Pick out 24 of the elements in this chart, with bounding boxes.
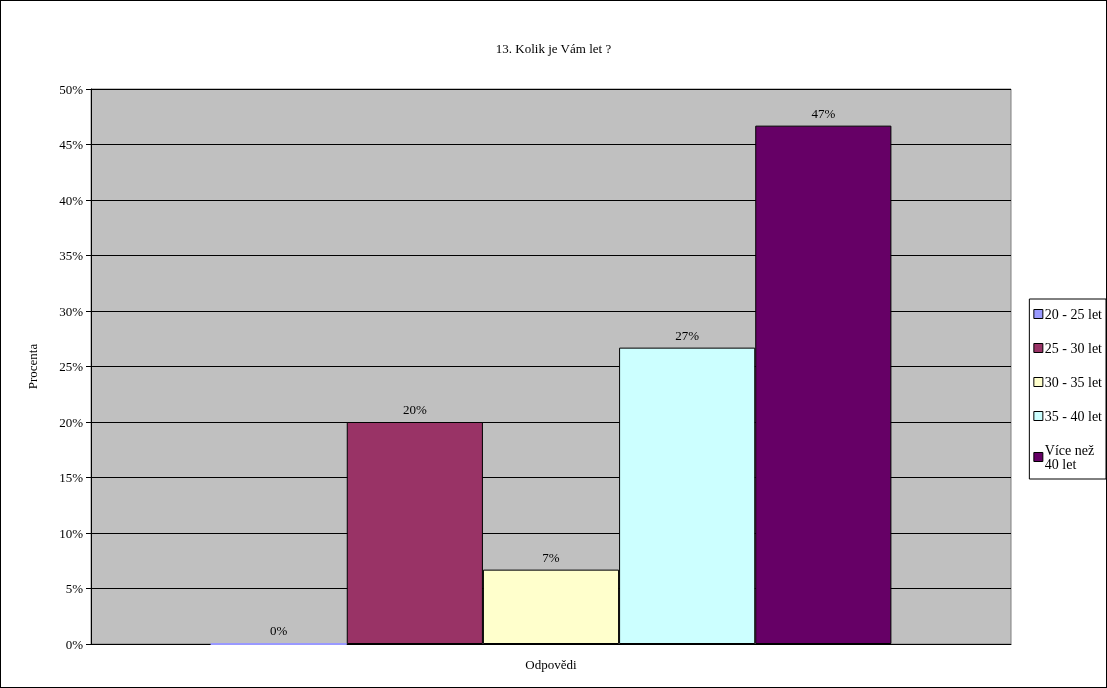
y-tick-label: 30% [59,303,84,319]
y-tick-label: 40% [59,192,84,208]
y-tick-label: 5% [65,581,84,596]
data-label: 0% [270,623,288,638]
y-tick-label: 15% [59,470,84,485]
x-axis-title: Odpovědi [525,657,578,672]
y-tick-label: 25% [59,359,84,374]
legend-label: 30 - 35 let [1044,374,1103,390]
y-tick-label: 10% [59,525,84,541]
y-tick-label: 45% [59,137,84,152]
chart-title: 13. Kolik je Vám let ? [495,41,612,56]
y-axis-title: Procenta [25,343,40,390]
data-label: 7% [542,549,560,565]
data-label: 27% [675,327,700,343]
data-label: 47% [811,105,836,121]
legend-label: 35 - 40 let [1044,408,1103,424]
y-tick-label: 0% [65,636,84,652]
legend-label: Více než 40 let [1044,442,1098,472]
y-tick-label: 50% [59,81,84,97]
y-tick-label: 35% [59,248,84,263]
legend-label: 25 - 30 let [1044,340,1103,356]
legend-label: 20 - 25 let [1044,306,1103,322]
y-tick-label: 20% [59,414,84,430]
data-label: 20% [402,402,427,417]
